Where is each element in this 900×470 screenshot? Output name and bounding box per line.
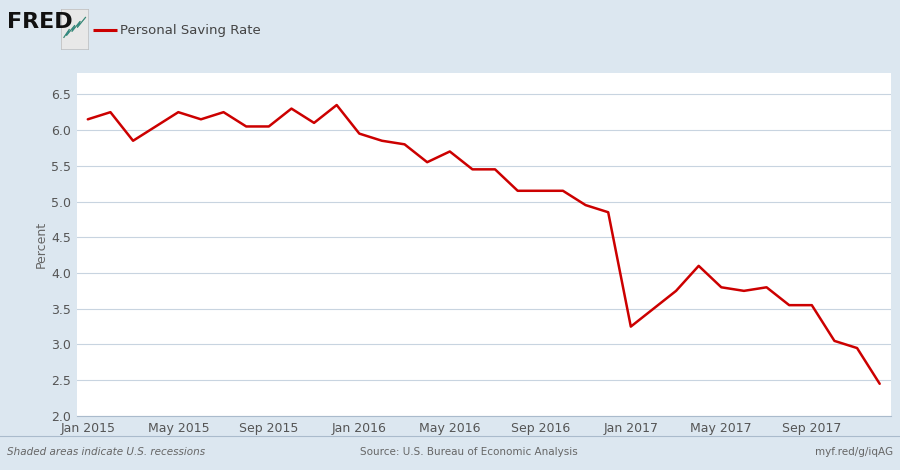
Text: Shaded areas indicate U.S. recessions: Shaded areas indicate U.S. recessions <box>7 447 205 457</box>
Text: myf.red/g/iqAG: myf.red/g/iqAG <box>814 447 893 457</box>
Text: Personal Saving Rate: Personal Saving Rate <box>120 24 260 37</box>
Text: Source: U.S. Bureau of Economic Analysis: Source: U.S. Bureau of Economic Analysis <box>360 447 578 457</box>
Text: FRED: FRED <box>7 12 73 32</box>
Y-axis label: Percent: Percent <box>35 221 49 268</box>
